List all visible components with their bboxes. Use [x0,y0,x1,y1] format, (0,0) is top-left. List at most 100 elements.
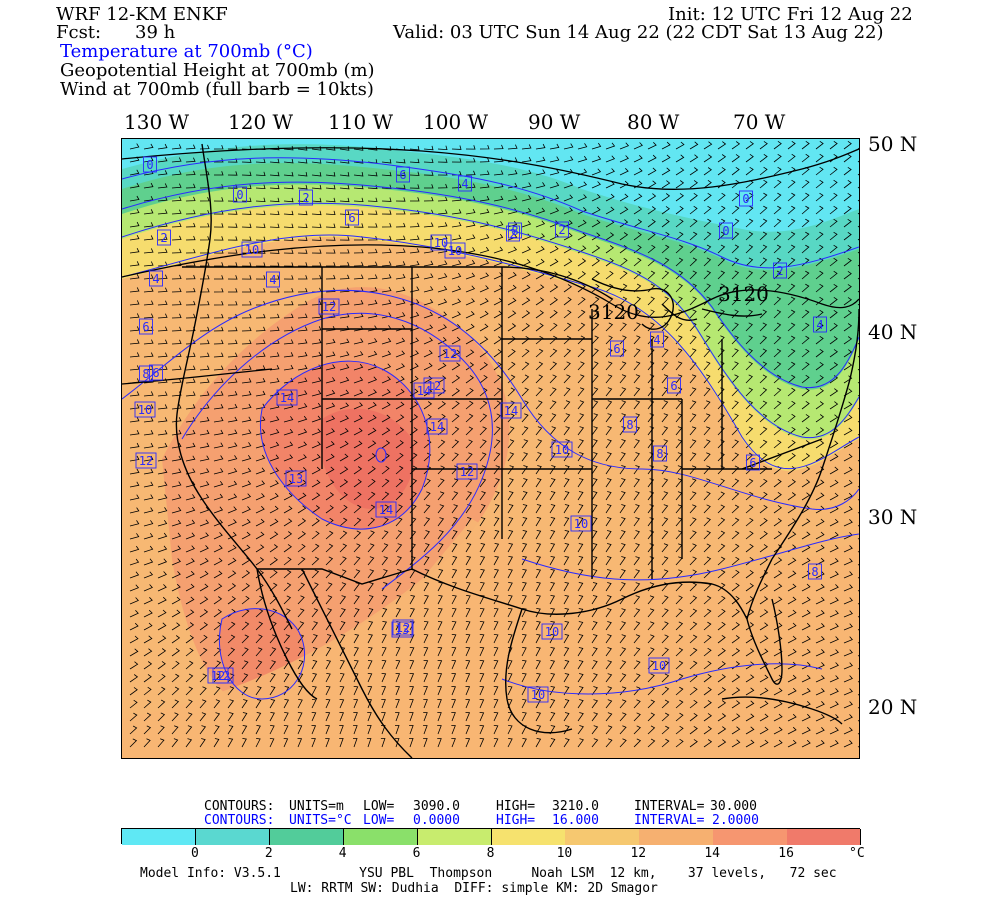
wind-barb [353,491,362,501]
wind-barb [325,236,336,241]
wind-barb [367,197,378,202]
wind-barb [591,194,601,202]
wind-barb [227,262,238,267]
wind-barb [521,374,530,384]
wind-barb [745,543,754,553]
wind-barb [507,478,514,488]
wind-barb [339,466,349,475]
wind-barb [227,557,237,566]
wind-barb [535,504,542,514]
wind-barb [773,544,783,553]
wind-barb [521,297,531,306]
wind-barb [773,739,783,748]
wind-barb [451,608,457,618]
field-temperature: Temperature at 700mb (°C) [60,41,313,62]
wind-barb [423,712,428,722]
temp-label: 0 [236,188,243,202]
wind-barb [465,738,471,748]
wind-barb [647,167,657,176]
wind-barb [647,725,656,735]
wind-barb [395,184,406,189]
wind-barb [395,286,406,293]
wind-barb [801,596,811,605]
wind-barb [773,192,782,202]
wind-barb [605,738,613,748]
wind-barb [213,442,224,449]
wind-barb [325,377,336,384]
wind-barb [689,374,697,384]
wind-barb [395,337,406,345]
wind-barb [213,197,224,202]
wind-barb [129,610,139,618]
wind-barb [479,272,490,280]
temp-label: 4 [461,177,468,191]
wind-barb [507,556,514,566]
wind-barb [437,673,443,683]
wind-barb [381,286,392,293]
wind-barb [591,258,600,267]
wind-barb [507,738,513,748]
wind-barb [549,348,558,358]
wind-barb [283,647,291,657]
wind-barb [465,426,474,436]
wind-barb [353,338,364,345]
wind-barb [787,387,796,397]
temp-label-box [623,416,637,433]
wind-barb [493,233,504,241]
wind-barb [213,583,223,592]
wind-barb [227,583,237,592]
wind-barb [661,244,670,254]
wind-barb [367,402,377,410]
wind-barb [731,374,739,384]
wind-barb [325,364,336,371]
wind-barb [353,210,364,215]
wind-barb [129,520,140,527]
wind-barb [493,439,501,449]
wind-barb [591,621,598,631]
wind-barb [451,272,462,280]
wind-barb [199,222,210,228]
wind-barb [381,465,390,475]
wind-barb [731,608,740,618]
wind-barb [703,478,711,488]
wind-barb [479,517,486,527]
wind-barb [689,608,698,618]
wind-barb [199,519,210,527]
wind-barb [297,415,308,423]
wind-barb [297,364,308,371]
wind-barb [563,322,572,332]
wind-barb [297,172,308,177]
wind-barb [605,374,613,384]
wind-barb [423,660,429,670]
wind-barb [381,171,392,177]
wind-barb [171,183,182,189]
wind-barb [647,154,657,163]
wind-barb [703,608,712,618]
wind-barb [647,413,655,423]
wind-barb [241,339,252,345]
wind-barb [171,300,182,306]
wind-barb [801,622,811,631]
wind-barb [647,335,655,345]
wind-barb [283,634,291,644]
wind-barb [591,439,598,449]
wind-barb [731,504,740,514]
wind-barb [647,530,655,540]
wind-barb [843,323,853,332]
wind-barb [185,261,196,267]
wind-barb [423,273,434,280]
wind-barb [675,244,684,254]
wind-barb [353,699,359,709]
wind-barb [185,352,196,358]
wind-barb [157,532,168,540]
temp-label-box [739,190,753,207]
physics-info: LW: RRTM SW: Dudhia DIFF: simple KM: 2D … [290,881,658,896]
temp-label: 8 [511,224,518,238]
wind-barb [843,519,853,527]
wind-barb [759,270,768,280]
wind-barb [787,518,797,527]
wind-barb [451,712,456,722]
wind-barb [605,478,612,488]
wind-barb [269,352,280,358]
wind-barb [493,699,499,709]
